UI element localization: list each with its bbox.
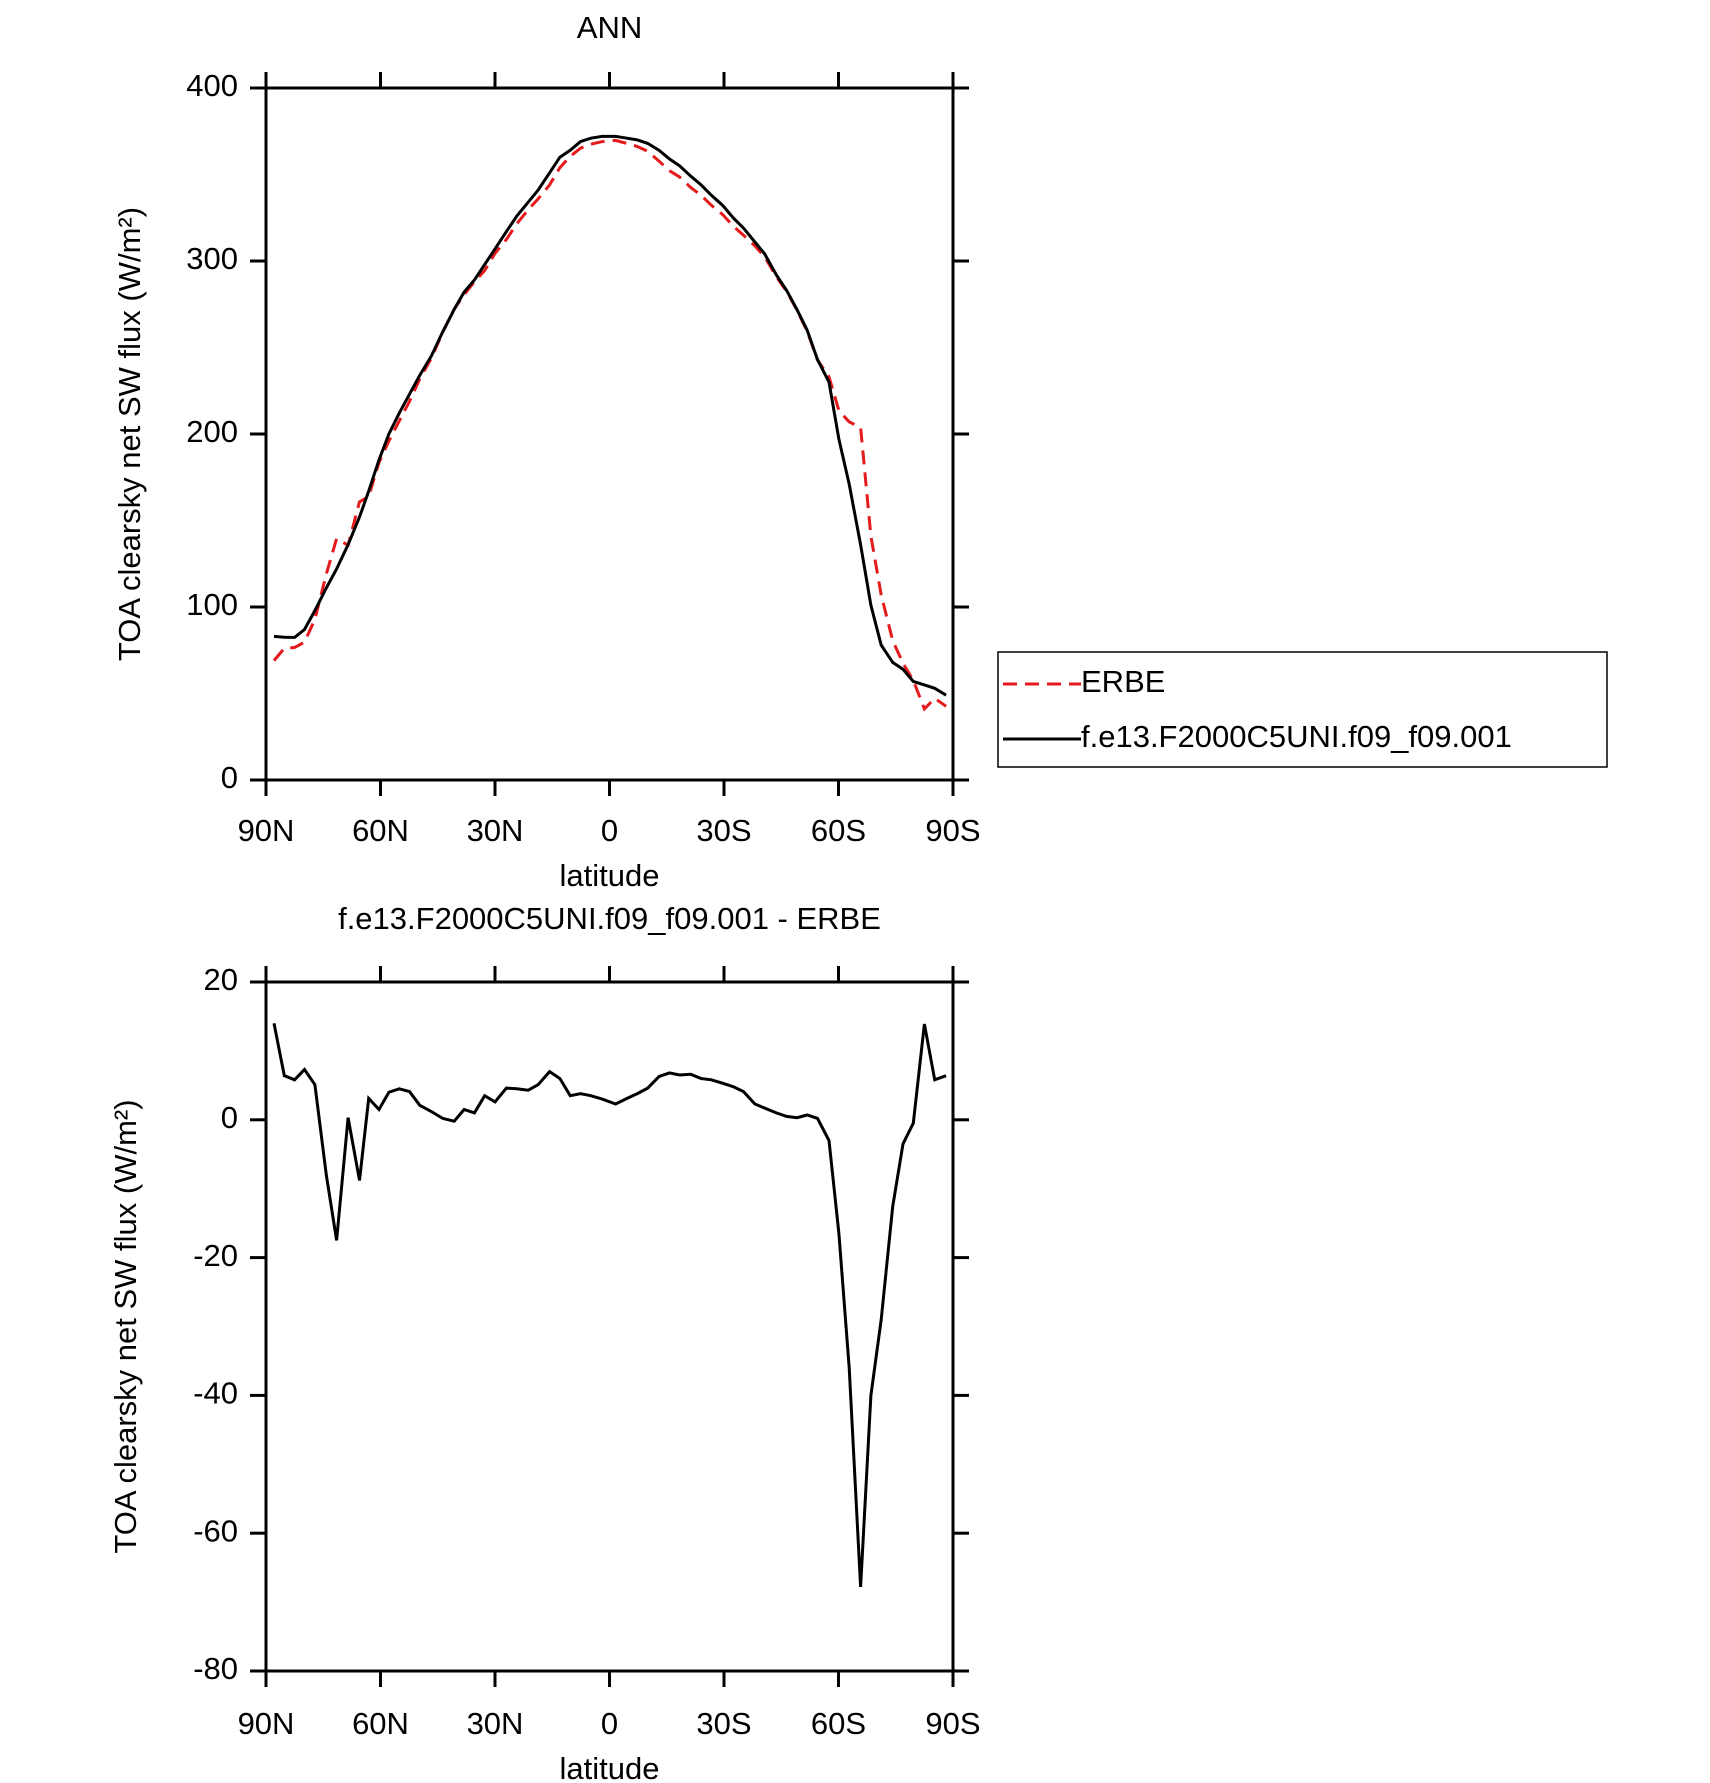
legend-label: ERBE xyxy=(1081,664,1165,699)
y-tick-label: 200 xyxy=(186,414,238,449)
x-tick-label: 60S xyxy=(811,813,866,848)
x-tick-label: 90S xyxy=(925,813,980,848)
x-tick-label: 90N xyxy=(238,813,295,848)
chart-title: ANN xyxy=(577,10,642,45)
x-tick-label: 30S xyxy=(696,1706,751,1741)
y-axis-label: TOA clearsky net SW flux (W/m²) xyxy=(108,1099,143,1553)
chart-title: f.e13.F2000C5UNI.f09_f09.001 - ERBE xyxy=(338,901,881,936)
data-line xyxy=(273,134,947,697)
legend: ERBE f.e13.F2000C5UNI.f09_f09.001 xyxy=(997,651,1608,768)
y-tick-label: -40 xyxy=(193,1376,238,1411)
x-tick-label: 60N xyxy=(352,813,409,848)
x-tick-label: 90S xyxy=(925,1706,980,1741)
y-tick-label: 300 xyxy=(186,241,238,276)
y-tick-label: -20 xyxy=(193,1238,238,1273)
x-tick-label: 60S xyxy=(811,1706,866,1741)
y-tick-label: 20 xyxy=(204,962,238,997)
y-tick-label: 0 xyxy=(221,1100,238,1135)
y-tick-label: 0 xyxy=(221,760,238,795)
x-tick-label: 60N xyxy=(352,1706,409,1741)
y-tick-label: -80 xyxy=(193,1651,238,1686)
x-tick-label: 30N xyxy=(467,813,524,848)
data-line xyxy=(272,138,947,712)
x-axis-label: latitude xyxy=(560,1751,660,1783)
plot-frame xyxy=(264,980,955,1673)
legend-box xyxy=(997,651,1608,768)
x-tick-label: 0 xyxy=(601,1706,618,1741)
y-tick-label: -60 xyxy=(193,1513,238,1548)
x-tick-label: 30S xyxy=(696,813,751,848)
x-tick-label: 0 xyxy=(601,813,618,848)
legend-label: f.e13.F2000C5UNI.f09_f09.001 xyxy=(1081,719,1512,754)
x-axis-label: latitude xyxy=(560,858,660,893)
plot-frame xyxy=(264,86,955,782)
data-line xyxy=(272,1023,947,1587)
y-tick-label: 400 xyxy=(186,68,238,103)
y-tick-label: 100 xyxy=(186,587,238,622)
x-tick-label: 90N xyxy=(238,1706,295,1741)
y-axis-label: TOA clearsky net SW flux (W/m²) xyxy=(112,207,147,661)
x-tick-label: 30N xyxy=(467,1706,524,1741)
